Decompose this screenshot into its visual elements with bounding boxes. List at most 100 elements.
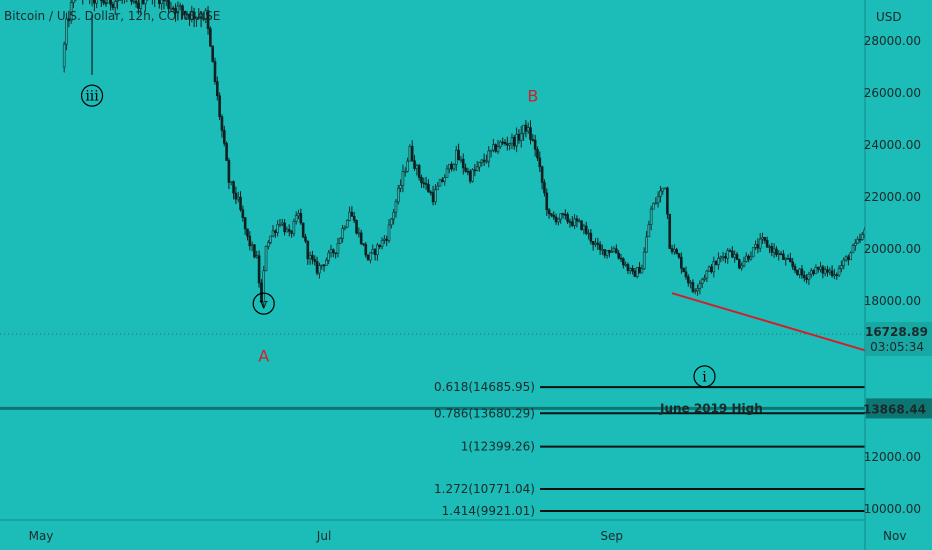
wave-label: iii — [85, 89, 99, 105]
y-tick-label: 22000.00 — [864, 190, 921, 204]
candle-body — [357, 232, 361, 235]
candle-body — [506, 143, 509, 146]
candle-body — [65, 18, 68, 45]
candle-body — [250, 244, 254, 247]
candle-body — [645, 236, 648, 253]
candle-body — [209, 28, 212, 47]
candle-body — [169, 7, 173, 10]
candle-body — [362, 243, 365, 245]
current-price-value: 16728.89 — [865, 325, 928, 339]
candle-body — [104, 2, 108, 5]
candle-body — [540, 166, 544, 183]
candle-body — [545, 192, 549, 211]
candle-body — [751, 246, 755, 258]
candle-body — [457, 149, 460, 161]
candle-body — [835, 274, 839, 277]
candle-body — [714, 261, 718, 265]
candle-body — [489, 149, 493, 152]
candle-body — [478, 162, 481, 168]
candle-body — [775, 248, 778, 255]
candle-body — [663, 187, 667, 190]
y-tick-label: 10000.00 — [864, 502, 921, 516]
candle-body — [204, 10, 208, 19]
candle-body — [501, 141, 504, 144]
candle-body — [823, 269, 827, 274]
candle-body — [789, 258, 792, 263]
candle-body — [301, 222, 305, 238]
candle-body — [503, 141, 507, 145]
candle-body — [851, 245, 855, 254]
candle-body — [396, 188, 400, 203]
candle-body — [566, 214, 569, 222]
y-tick-label: 26000.00 — [864, 86, 921, 100]
candle-body — [343, 226, 347, 229]
y-tick-label: 12000.00 — [864, 450, 921, 464]
currency-label: USD — [876, 10, 902, 24]
candle-body — [137, 2, 140, 9]
candle-body — [464, 167, 467, 172]
candle-body — [229, 181, 233, 183]
candle-body — [385, 238, 388, 241]
candle-body — [635, 267, 639, 277]
candle-body — [617, 252, 620, 259]
candle-body — [758, 238, 762, 249]
candle-body — [496, 146, 500, 152]
candle-body — [821, 266, 825, 274]
candle-body — [744, 255, 748, 262]
candle-body — [749, 256, 753, 260]
candle-body — [371, 249, 375, 254]
candle-body — [826, 269, 829, 273]
x-tick-label: Jul — [316, 529, 331, 543]
candle-body — [809, 270, 813, 275]
candle-body — [62, 43, 66, 68]
candle-body — [329, 249, 333, 254]
candle-body — [218, 95, 221, 117]
candle-body — [538, 157, 542, 168]
candle-body — [515, 133, 518, 147]
candle-body — [589, 232, 593, 242]
candle-body — [526, 127, 530, 132]
candle-body — [132, 0, 136, 3]
candle-body — [856, 238, 859, 244]
candle-body — [703, 277, 706, 280]
candle-body — [241, 209, 245, 218]
candle-body — [216, 81, 219, 97]
candle-body — [580, 220, 583, 230]
candle-body — [443, 177, 446, 182]
candle-body — [164, 0, 168, 2]
wave-label: i — [702, 369, 707, 385]
candle-body — [350, 211, 354, 217]
candle-body — [742, 261, 746, 267]
candle-body — [257, 255, 261, 284]
candle-body — [130, 0, 133, 2]
candle-body — [680, 256, 683, 269]
fib-level-label: 0.618(14685.95) — [434, 380, 535, 394]
candle-body — [654, 202, 658, 205]
candle-body — [596, 242, 600, 245]
x-tick-label: Nov — [883, 529, 906, 543]
candle-body — [220, 116, 224, 131]
candle-body — [642, 251, 646, 270]
candle-body — [415, 165, 419, 169]
candle-body — [267, 242, 270, 247]
candle-body — [102, 0, 105, 4]
candle-body — [559, 213, 562, 220]
price-axis: 10000.00 12000.00 18000.00 20000.00 22000.00… — [863, 0, 932, 550]
candle-body — [313, 259, 317, 262]
candle-body — [364, 244, 368, 256]
candle-body — [522, 124, 525, 134]
candle-body — [283, 222, 286, 233]
candle-body — [355, 220, 358, 234]
candle-body — [332, 249, 335, 254]
candle-body — [366, 254, 370, 261]
candle-body — [693, 290, 697, 292]
candle-body — [445, 168, 449, 178]
candle-body — [269, 235, 272, 243]
candle-body — [162, 0, 166, 2]
candle-body — [721, 256, 725, 258]
candle-body — [568, 221, 572, 223]
candle-body — [582, 225, 586, 230]
candle-body — [552, 215, 556, 218]
